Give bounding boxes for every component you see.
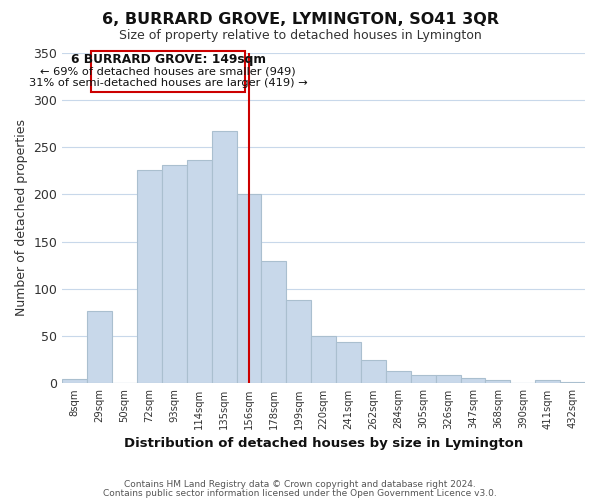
Text: 6 BURRARD GROVE: 149sqm: 6 BURRARD GROVE: 149sqm — [71, 54, 266, 66]
Bar — [162, 165, 187, 384]
Bar — [361, 360, 386, 384]
Bar — [311, 336, 336, 384]
Bar — [485, 380, 511, 384]
Text: ← 69% of detached houses are smaller (949): ← 69% of detached houses are smaller (94… — [40, 66, 296, 76]
Text: Size of property relative to detached houses in Lymington: Size of property relative to detached ho… — [119, 29, 481, 42]
Bar — [560, 382, 585, 384]
Bar — [137, 170, 162, 384]
Bar — [336, 342, 361, 384]
Bar — [212, 131, 236, 384]
Bar — [187, 160, 212, 384]
Text: Contains public sector information licensed under the Open Government Licence v3: Contains public sector information licen… — [103, 488, 497, 498]
Bar — [91, 50, 245, 92]
Text: Contains HM Land Registry data © Crown copyright and database right 2024.: Contains HM Land Registry data © Crown c… — [124, 480, 476, 489]
Text: 31% of semi-detached houses are larger (419) →: 31% of semi-detached houses are larger (… — [29, 78, 307, 88]
Bar — [436, 375, 461, 384]
Bar — [62, 378, 87, 384]
Bar — [386, 371, 411, 384]
Bar — [411, 375, 436, 384]
Y-axis label: Number of detached properties: Number of detached properties — [15, 120, 28, 316]
Bar — [286, 300, 311, 384]
X-axis label: Distribution of detached houses by size in Lymington: Distribution of detached houses by size … — [124, 437, 523, 450]
Bar — [262, 260, 286, 384]
Bar — [87, 310, 112, 384]
Bar — [535, 380, 560, 384]
Bar — [461, 378, 485, 384]
Bar — [236, 194, 262, 384]
Text: 6, BURRARD GROVE, LYMINGTON, SO41 3QR: 6, BURRARD GROVE, LYMINGTON, SO41 3QR — [101, 12, 499, 28]
